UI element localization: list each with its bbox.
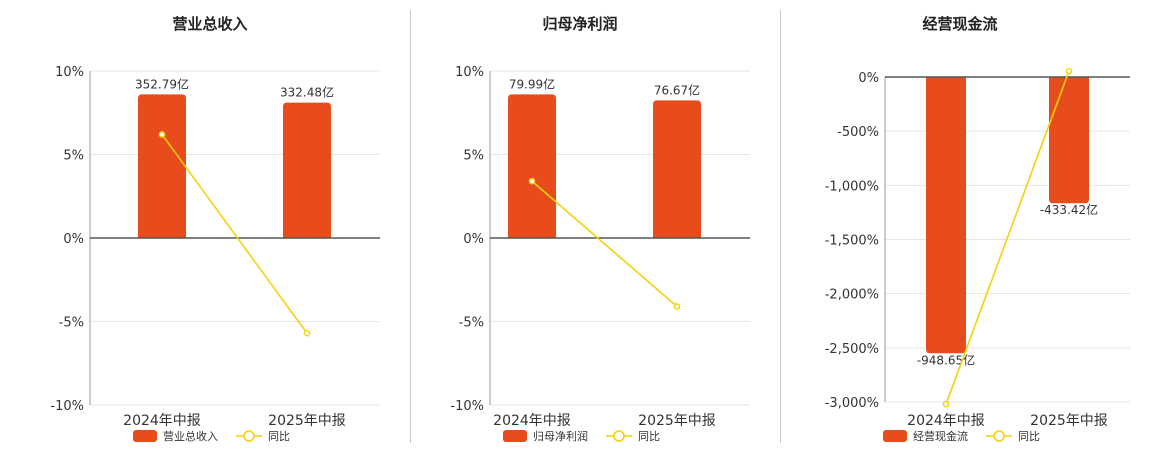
yoy-point [1065,67,1073,75]
legend-line-label: 同比 [268,430,290,443]
legend-bar-swatch [133,430,157,442]
legend-bar-label: 营业总收入 [163,429,218,443]
legend-line-marker [243,430,255,442]
legend-bar-label: 归母净利润 [533,429,588,443]
x-tick-label: 2024年中报 [123,413,201,429]
yoy-point [528,177,536,185]
panel-divider [780,10,781,443]
legend-bar-swatch [503,430,527,442]
yoy-point [673,303,681,310]
y-tick-label: -3,000% [825,396,879,411]
panel-divider [410,10,411,443]
bar [1049,77,1089,204]
legend-line-label: 同比 [1018,430,1040,443]
x-tick-label: 2024年中报 [907,413,985,429]
legend-bar-label: 经营现金流 [913,429,968,443]
legend-line-marker [993,430,1005,442]
legend-line-label: 同比 [638,430,660,443]
yoy-line [161,133,308,334]
chart-title: 营业总收入 [172,15,247,33]
yoy-line [945,70,1070,405]
bar-value-label: 79.99亿 [509,76,555,91]
y-tick-label: -5% [59,316,84,331]
y-tick-label: -1,000% [825,179,879,194]
yoy-point [303,329,311,337]
chart-title: 经营现金流 [922,15,997,33]
y-tick-label: -5% [459,316,484,331]
y-tick-label: 10% [455,65,484,80]
chart-revenue: 营业总收入 10% 5% 0% -5% -10% 352.79亿 332.48亿 2024年中报… [50,15,380,443]
chart-net-profit: 归母净利润 10% 5% 0% -5% -10% 79.99亿 76.67亿 2024年中报 20… [450,15,750,443]
bar-value-label: 76.67亿 [654,82,700,97]
yoy-line [531,180,678,308]
yoy-point [158,131,166,138]
x-tick-label: 2025年中报 [268,413,346,429]
chart-title: 归母净利润 [542,15,617,33]
y-tick-label: 5% [463,149,484,164]
y-tick-label: -10% [50,399,84,414]
chart-operating-cashflow: 经营现金流 0% -500% -1,000% -1,500% -2,000% -2,500%… [825,15,1130,443]
bar-value-label: 352.79亿 [135,76,189,91]
x-tick-label: 2025年中报 [1030,413,1108,429]
bar-value-label: -948.65亿 [917,352,975,367]
yoy-point [942,400,950,408]
bar-value-label: -433.42亿 [1040,202,1098,217]
bar [508,94,556,238]
x-tick-label: 2024年中报 [493,413,571,429]
y-tick-label: -500% [837,125,879,140]
bar [138,94,186,238]
y-tick-label: 0% [858,71,879,86]
y-tick-label: -2,000% [825,288,879,303]
bar-value-label: 332.48亿 [280,85,334,100]
bar [926,77,966,354]
x-tick-label: 2025年中报 [638,413,716,429]
bar [283,102,331,238]
y-tick-label: -2,500% [825,342,879,357]
legend-bar-swatch [883,430,907,442]
legend-line-marker [613,430,625,442]
y-tick-label: -10% [450,399,484,414]
y-tick-label: 10% [55,65,84,80]
y-tick-label: 5% [63,149,84,164]
bar [653,100,701,238]
y-tick-label: 0% [463,232,484,247]
y-tick-label: 0% [63,232,84,247]
y-tick-label: -1,500% [825,234,879,249]
